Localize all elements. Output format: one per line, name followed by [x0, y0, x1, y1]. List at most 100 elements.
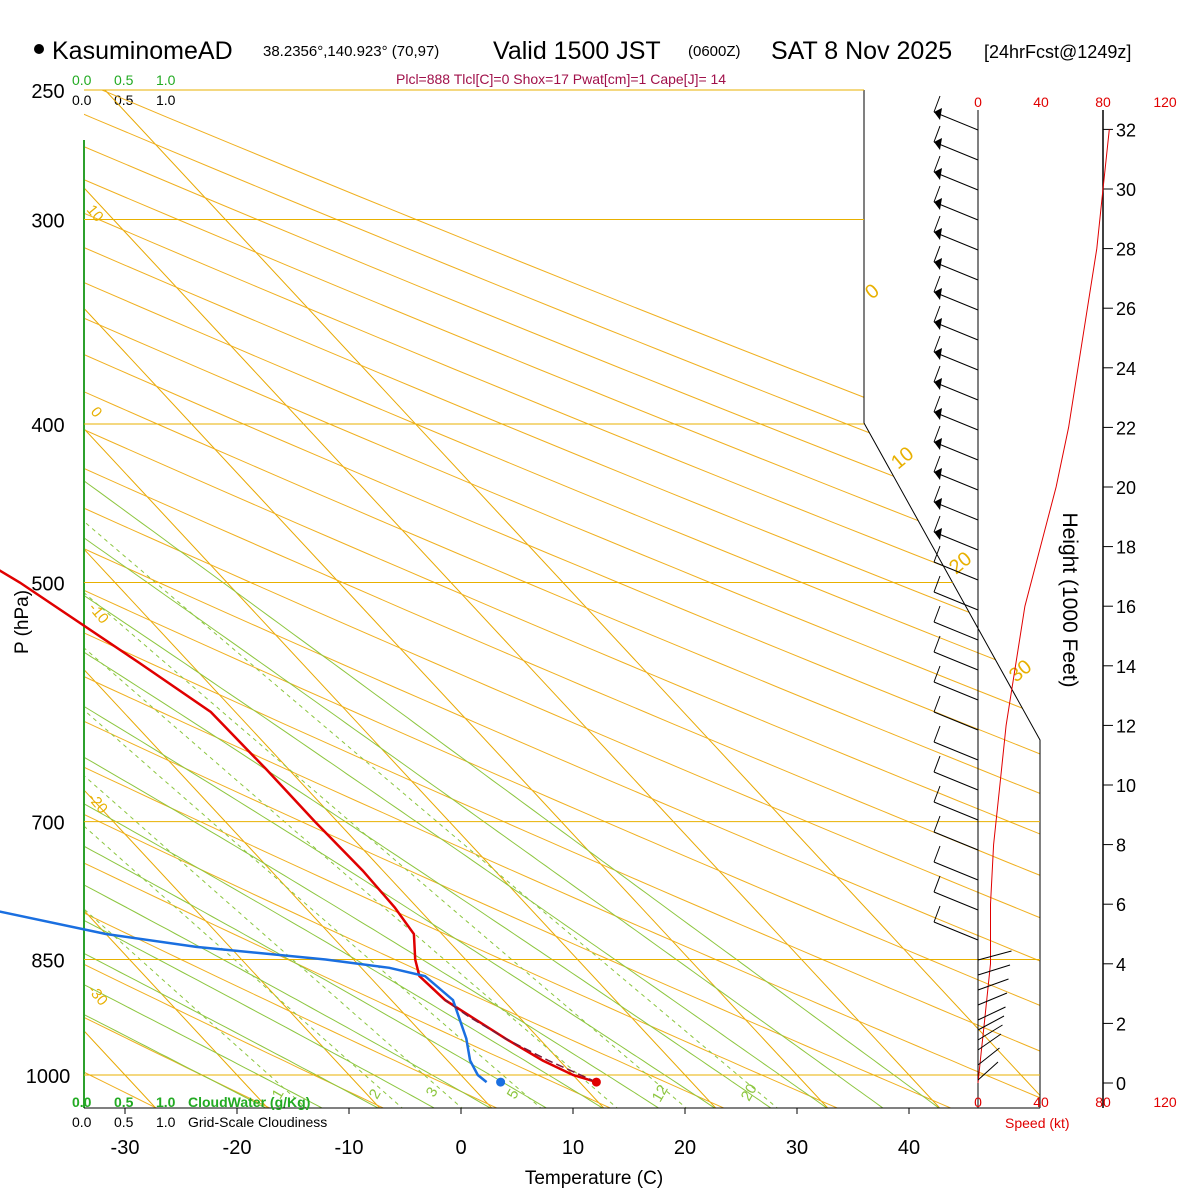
wind-barb-feather	[933, 455, 941, 473]
height-tick-label: 28	[1116, 240, 1136, 260]
wind-speed-line	[977, 129, 1110, 1084]
cloud-scale-top-green-2: 1.0	[156, 72, 176, 88]
mr-label-2: 2	[366, 1086, 385, 1102]
valid-date: SAT 8 Nov 2025	[771, 37, 952, 65]
wind-barb	[933, 141, 979, 161]
moist-adiabat-line	[84, 90, 606, 1108]
wind-barb	[933, 711, 979, 731]
moist-adiabat-line	[84, 90, 438, 1108]
station-name: KasuminomeAD	[52, 37, 233, 65]
wind-barb	[933, 441, 979, 461]
wind-barb-flag	[934, 288, 942, 300]
wind-barb-feather	[933, 125, 941, 143]
wind-barb	[977, 1024, 1003, 1041]
theta-label-b: -10	[85, 600, 112, 628]
moist-adiabat-line	[84, 90, 662, 1108]
y-tick-label: 250	[31, 81, 64, 103]
mixing-ratio-line	[84, 423, 780, 1108]
thermo-background	[84, 90, 1040, 1108]
dry-adiabat-line	[84, 90, 1040, 1108]
cloudwater-label: CloudWater (g/Kg)	[188, 1094, 310, 1110]
wind-barb-feather	[933, 605, 941, 623]
speed-scale-bottom: 0 40 80 120 Speed (kt)	[974, 1094, 1177, 1131]
speed-top-40: 40	[1033, 94, 1049, 110]
dry-adiabat-line	[84, 90, 1040, 1108]
wind-barb-feather	[933, 845, 941, 863]
theta-label-d: -30	[84, 982, 111, 1010]
wind-barb-flag	[934, 438, 942, 450]
wind-barb	[977, 1061, 999, 1081]
wind-barb-flag	[934, 198, 942, 210]
moist-adiabat-line	[84, 90, 774, 1108]
cloud-scale-bottom-black-0: 0.0	[72, 1114, 92, 1130]
header: KasuminomeAD 38.2356°,140.923° (70,97) V…	[34, 37, 1131, 87]
height-tick-label: 22	[1116, 418, 1136, 438]
mr-label-20: 20	[738, 1081, 761, 1104]
wind-barb	[933, 531, 979, 551]
wind-barb-feather	[933, 95, 941, 113]
wind-barb-feather	[933, 395, 941, 413]
dry-adiabat-line	[84, 90, 1040, 1108]
background-labels: 10 0 -10 -20 -30 0 10 20 30 1 2 3 5 12 2…	[83, 202, 1036, 1105]
dry-adiabat-line	[84, 90, 1040, 1108]
dry-adiabat-line	[84, 90, 388, 1108]
isotherm-line	[84, 90, 718, 1108]
wind-barb	[933, 771, 979, 791]
wind-barb	[933, 261, 979, 281]
wind-barb-feather	[933, 245, 941, 263]
wind-speed-panel	[977, 110, 1110, 1108]
wind-barb-feather	[933, 905, 941, 923]
trace-parcel	[444, 999, 597, 1083]
moist-adiabat-line	[84, 90, 718, 1108]
cloud-scale-bottom: 0.0 0.5 1.0 CloudWater (g/Kg) 0.0 0.5 1.…	[72, 1094, 327, 1130]
thetae-label-30: 30	[1005, 656, 1036, 687]
wind-barb-feather	[933, 575, 941, 593]
wind-barb-flag	[934, 468, 942, 480]
height-tick-label: 2	[1116, 1014, 1126, 1034]
dry-adiabat-line	[84, 90, 1040, 1108]
wind-barb	[933, 351, 979, 371]
height-tick-label: 24	[1116, 359, 1136, 379]
dry-adiabat-line	[84, 90, 1040, 1108]
wind-barb	[933, 651, 979, 671]
wind-barb-feather	[933, 275, 941, 293]
wind-barb	[933, 321, 979, 341]
moist-adiabat-line	[84, 90, 382, 1108]
x-tick-label: 20	[674, 1137, 696, 1159]
wind-barb-feather	[933, 725, 941, 743]
cloud-scale-top: 0.0 0.5 1.0 0.0 0.5 1.0	[72, 72, 176, 108]
isotherm-line	[84, 90, 494, 1108]
wind-barb-flag	[934, 348, 942, 360]
wind-barb	[933, 381, 979, 401]
isotherm-line	[84, 90, 1040, 1108]
theta-label-a: 0	[87, 404, 105, 421]
cloud-scale-top-black-2: 1.0	[156, 92, 176, 108]
speed-bottom-0: 0	[974, 1094, 982, 1110]
wind-barb-flag	[934, 378, 942, 390]
dry-adiabat-line	[84, 90, 1040, 1108]
x-axis-ticks: -30 -20 -10 0 10 20 30 40	[111, 1108, 920, 1159]
wind-barb-feather	[933, 335, 941, 353]
wind-barb	[977, 964, 1011, 976]
cloud-scale-top-green-1: 0.5	[114, 72, 134, 88]
dry-adiabat-line	[84, 90, 1040, 1108]
cloud-scale-bottom-green-1: 0.5	[114, 1094, 134, 1110]
surface-temperature-dot	[591, 1077, 601, 1087]
wind-barb-flag	[934, 318, 942, 330]
sounding-traces	[0, 569, 601, 1087]
speed-top-120: 120	[1153, 94, 1177, 110]
wind-barb-feather	[933, 425, 941, 443]
wind-barb-feather	[933, 365, 941, 383]
height-tick-label: 16	[1116, 597, 1136, 617]
wind-barb-flag	[934, 168, 942, 180]
plot-frame	[83, 90, 1041, 1109]
wind-barb-feather	[933, 185, 941, 203]
y-tick-label: 500	[31, 574, 64, 596]
height-tick-label: 6	[1116, 895, 1126, 915]
dry-adiabat-line	[84, 90, 1040, 1108]
x-tick-label: -20	[223, 1137, 252, 1159]
dry-adiabat-line	[84, 90, 1040, 1108]
wind-barb	[933, 801, 979, 821]
forecast-info: [24hrFcst@1249z]	[984, 42, 1131, 62]
